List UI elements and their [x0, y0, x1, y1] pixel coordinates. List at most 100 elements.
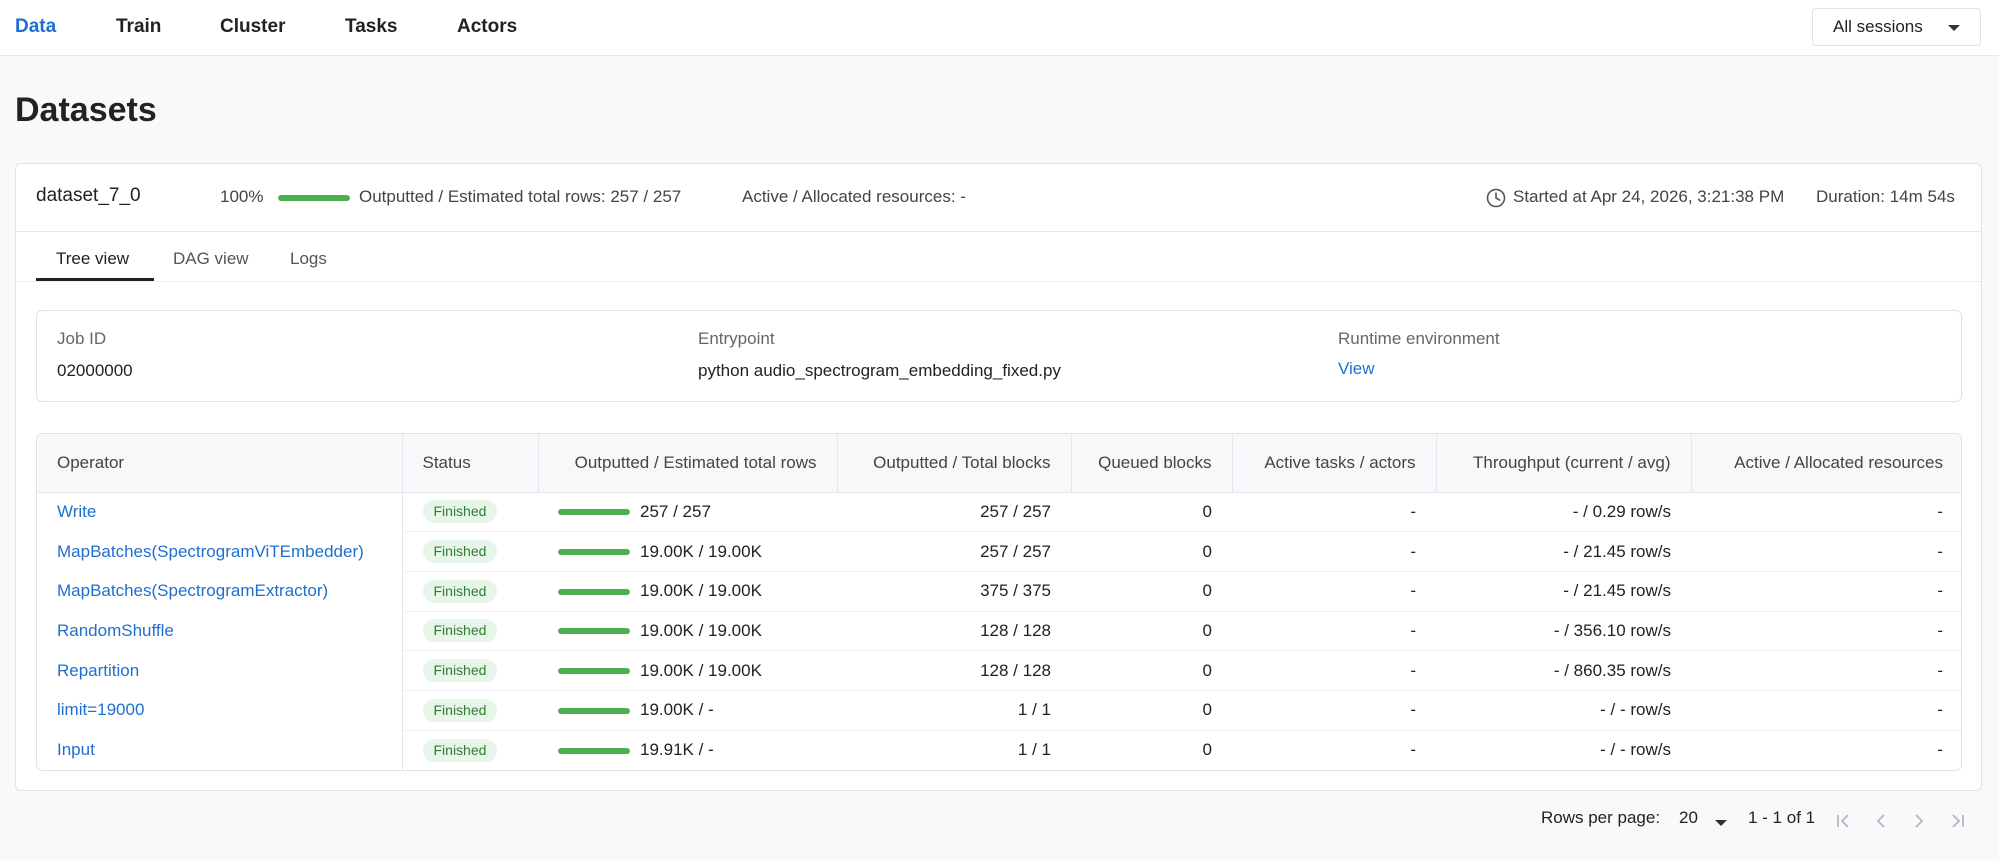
status-cell: Finished: [402, 690, 538, 731]
col-header-active-tasks[interactable]: Active tasks / actors: [1232, 434, 1437, 493]
active-tasks-cell: -: [1232, 571, 1436, 612]
status-cell: Finished: [402, 650, 538, 691]
row-progress-bar: [558, 747, 630, 754]
operator-name[interactable]: Write: [37, 492, 403, 532]
tab-tree-view[interactable]: Tree view: [56, 249, 130, 268]
job-id-value: 02000000: [57, 361, 133, 380]
status-cell: Finished: [402, 492, 538, 533]
dataset-progress-bar: [278, 195, 350, 201]
operator-name[interactable]: Repartition: [37, 650, 403, 691]
col-header-resources[interactable]: Active / Allocated resources: [1691, 434, 1961, 493]
rows-text: 19.00K / -: [640, 700, 714, 720]
throughput-cell: - / 356.10 row/s: [1436, 611, 1691, 652]
runtime-env-label: Runtime environment: [1338, 329, 1500, 348]
active-tasks-cell: -: [1232, 492, 1436, 533]
operator-name[interactable]: MapBatches(SpectrogramViTEmbedder): [37, 531, 403, 572]
queued-blocks-cell: 0: [1071, 650, 1232, 691]
col-header-status[interactable]: Status: [402, 434, 539, 493]
last-page-icon[interactable]: [1947, 810, 1969, 832]
nav-item-cluster[interactable]: Cluster: [220, 16, 286, 37]
clock-icon: [1486, 188, 1506, 208]
caret-down-icon[interactable]: [1715, 820, 1727, 826]
status-badge: Finished: [422, 540, 498, 564]
row-progress-bar: [558, 588, 630, 595]
status-cell: Finished: [402, 531, 538, 572]
status-badge: Finished: [422, 659, 498, 683]
resources-cell: -: [1937, 740, 1943, 760]
entrypoint-value: python audio_spectrogram_embedding_fixed…: [698, 361, 1061, 380]
chevron-right-icon[interactable]: [1908, 810, 1930, 832]
row-progress-bar: [558, 509, 630, 516]
row-progress-fill: [558, 707, 630, 714]
runtime-env-view-link[interactable]: View: [1338, 359, 1375, 378]
nav-item-data[interactable]: Data: [15, 16, 57, 37]
pagination-range: 1 - 1 of 1: [1748, 808, 1816, 827]
status-cell: Finished: [402, 611, 538, 652]
status-cell: Finished: [402, 571, 538, 612]
blocks-cell: 128 / 128: [837, 611, 1071, 652]
session-select-value: All sessions: [1833, 17, 1923, 36]
blocks-cell: 257 / 257: [837, 492, 1071, 533]
rows-cell: 19.00K / 19.00K: [538, 571, 837, 612]
col-header-blocks[interactable]: Outputted / Total blocks: [837, 434, 1072, 493]
queued-blocks-cell: 0: [1071, 571, 1232, 612]
col-header-rows[interactable]: Outputted / Estimated total rows: [538, 434, 838, 493]
col-header-operator[interactable]: Operator: [37, 434, 403, 493]
active-tasks-cell: -: [1232, 650, 1436, 691]
operator-name[interactable]: RandomShuffle: [37, 611, 403, 651]
operator-name[interactable]: limit=19000: [37, 690, 403, 731]
col-header-queued[interactable]: Queued blocks: [1071, 434, 1233, 493]
tab-dag-view[interactable]: DAG view: [173, 249, 249, 268]
rows-per-page-select[interactable]: 20: [1679, 808, 1698, 827]
col-header-throughput[interactable]: Throughput (current / avg): [1436, 434, 1692, 493]
resources-cell: -: [1691, 492, 1961, 533]
nav-item-actors[interactable]: Actors: [457, 16, 518, 37]
operator-name[interactable]: Input: [37, 730, 403, 770]
chevron-left-icon[interactable]: [1870, 810, 1892, 832]
status-cell: Finished: [402, 730, 538, 770]
row-progress-bar: [558, 549, 630, 556]
session-select[interactable]: All sessions: [1812, 8, 1981, 46]
table-row: Input Finished 19.91K / - 1 / 1 0 - - / - row/…: [37, 730, 1961, 770]
operators-table: Operator Status Outputted / Estimated to…: [36, 433, 1962, 771]
dataset-header[interactable]: dataset_7_0 100% Outputted / Estimated t…: [16, 164, 1981, 232]
rows-cell: 19.00K / 19.00K: [538, 531, 837, 572]
active-tasks-cell: -: [1410, 740, 1416, 760]
rows-text: 19.00K / 19.00K: [640, 660, 762, 680]
rows-cell: 19.00K / 19.00K: [538, 650, 837, 691]
row-progress-fill: [558, 747, 630, 754]
caret-down-icon: [1948, 25, 1960, 31]
dataset-progress-fill: [278, 195, 350, 201]
tab-logs[interactable]: Logs: [290, 249, 327, 268]
operator-name[interactable]: MapBatches(SpectrogramExtractor): [37, 571, 403, 612]
table-header-row: Operator Status Outputted / Estimated to…: [37, 434, 1961, 493]
queued-blocks-cell: 0: [1071, 492, 1232, 533]
rows-text: 19.00K / 19.00K: [640, 620, 762, 640]
nav-item-tasks[interactable]: Tasks: [345, 16, 398, 37]
blocks-cell: 128 / 128: [837, 650, 1071, 691]
nav-item-train[interactable]: Train: [116, 16, 162, 37]
throughput-cell: - / 21.45 row/s: [1436, 531, 1691, 572]
row-progress-bar: [558, 628, 630, 635]
row-progress-fill: [558, 509, 630, 516]
rows-cell: 19.00K / -: [538, 690, 837, 731]
entrypoint-label: Entrypoint: [698, 329, 775, 348]
rows-text: 257 / 257: [640, 501, 711, 521]
rows-cell: 19.00K / 19.00K: [538, 611, 837, 652]
resources-cell: -: [1691, 571, 1961, 612]
row-progress-fill: [558, 628, 630, 635]
job-id-label: Job ID: [57, 329, 107, 348]
active-tasks-cell: -: [1232, 611, 1436, 652]
resources-cell: -: [1691, 690, 1961, 731]
resources-cell: -: [1691, 650, 1961, 691]
dataset-card: dataset_7_0 100% Outputted / Estimated t…: [15, 163, 1982, 791]
job-info-box: Job ID 02000000 Entrypoint python audio_…: [36, 310, 1962, 402]
rows-text: 19.00K / 19.00K: [640, 581, 762, 601]
throughput-cell: - / 0.29 row/s: [1436, 492, 1691, 533]
dataset-name: dataset_7_0: [36, 185, 141, 206]
started-at-text: Started at Apr 24, 2026, 3:21:38 PM: [1513, 187, 1785, 206]
first-page-icon[interactable]: [1832, 810, 1854, 832]
dataset-rows-text: Outputted / Estimated total rows: 257 / …: [359, 187, 682, 206]
table-row: MapBatches(SpectrogramExtractor) Finished…: [37, 571, 1961, 612]
